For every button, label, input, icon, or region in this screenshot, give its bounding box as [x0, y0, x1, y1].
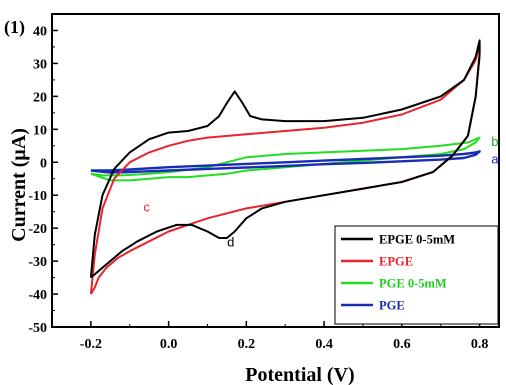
legend-label: PGE: [379, 299, 405, 313]
y-tick-label: -50: [28, 321, 47, 336]
annotations-layer: d c ba: [143, 134, 499, 249]
y-tick-label: 10: [33, 123, 47, 138]
x-tick-label: 0.6: [393, 337, 411, 352]
x-tick-label: 0.2: [238, 337, 256, 352]
curves-layer: [89, 39, 481, 295]
x-tick-label: 0.0: [160, 337, 178, 352]
y-tick-label: 40: [33, 24, 47, 39]
legend-label: PGE 0-5mM: [379, 277, 447, 291]
curve-annotation-c: c: [143, 200, 150, 215]
y-tick-label: -10: [28, 189, 47, 204]
series-line-1: [89, 39, 481, 279]
y-tick-label: -30: [28, 255, 47, 270]
legend-label: EPGE 0-5mM: [379, 233, 455, 247]
legend-box: [334, 225, 499, 325]
y-tick-label: -20: [28, 222, 47, 237]
y-tick-label: 20: [33, 90, 47, 105]
panel-label: (1): [4, 17, 25, 38]
legend-label: EPGE: [379, 255, 413, 269]
x-axis-title: Potential (V): [245, 364, 354, 385]
x-tick-label: -0.2: [80, 337, 102, 352]
series-line-3: [90, 136, 481, 182]
y-axis-title: Current (μA): [8, 128, 30, 242]
curve-annotation-a: a: [491, 151, 499, 166]
x-tick-label: 0.4: [315, 337, 333, 352]
y-tick-label: 0: [40, 156, 47, 171]
x-tick-label: 0.8: [471, 337, 489, 352]
legend: EPGE 0-5mM EPGE PGE 0-5mM PGE: [334, 225, 499, 325]
plot-frame: [51, 13, 500, 328]
ticks-layer: -0.2 0.0 0.2 0.4 0.6 0.8 -50 -40 -30 -20 -10 0 10 20 3…: [28, 13, 489, 352]
series-line-4: [90, 150, 481, 174]
y-tick-label: -40: [28, 288, 47, 303]
curve-annotation-b: b: [491, 134, 498, 149]
y-tick-label: 30: [33, 57, 47, 72]
curve-annotation-d: d: [227, 234, 234, 249]
